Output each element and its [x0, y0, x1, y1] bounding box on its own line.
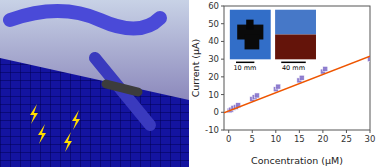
inset-photo: 10 mm — [230, 10, 271, 73]
x-tick-label: 10 — [270, 134, 281, 144]
y-tick-label: 60 — [208, 1, 219, 11]
y-tick-label: 20 — [208, 72, 219, 82]
schematic-surface — [0, 58, 189, 167]
scale-bar — [281, 62, 306, 64]
inset-photo: 40 mm — [275, 10, 316, 73]
y-tick-label: 10 — [208, 90, 219, 100]
schematic-bolt — [64, 132, 72, 152]
x-tick-label: 0 — [226, 134, 231, 144]
y-tick-label: 50 — [208, 19, 219, 29]
schematic-panel — [0, 0, 189, 167]
x-tick-label: 25 — [341, 134, 352, 144]
x-tick-label: 20 — [317, 134, 328, 144]
x-tick-label: 5 — [250, 134, 255, 144]
y-tick-label: 0 — [214, 107, 219, 117]
schematic-electrode — [106, 84, 138, 92]
y-axis-label: Current (μA) — [190, 39, 201, 98]
schematic-fiber — [10, 11, 160, 29]
inset-image — [275, 10, 316, 35]
schematic-fiber — [95, 58, 150, 125]
scale-label: 10 mm — [233, 64, 256, 72]
x-axis-label: Concentration (μM) — [251, 155, 343, 166]
fit-line — [224, 56, 370, 113]
plot-frame — [224, 6, 370, 130]
y-tick-label: 40 — [208, 36, 219, 46]
inset-image — [275, 35, 316, 60]
data-point — [276, 84, 281, 89]
schematic-bolt — [72, 110, 80, 130]
inset-image — [230, 10, 271, 60]
chart: 0 5 10 15 20 25 30 -10 0 10 20 30 40 50 60 Concentratio… — [190, 1, 375, 166]
figure: 0 5 10 15 20 25 30 -10 0 10 20 30 40 50 60 Concentratio… — [0, 0, 378, 167]
inset-device — [246, 20, 253, 30]
scale-bar — [236, 62, 254, 64]
schematic-background — [0, 0, 189, 167]
data-point — [254, 93, 259, 98]
x-tick-label: 15 — [294, 134, 305, 144]
x-tick-label: 30 — [365, 134, 376, 144]
schematic-bolt — [30, 104, 38, 124]
inset-device — [245, 35, 260, 50]
y-tick-label: 30 — [208, 54, 219, 64]
plot-area — [224, 56, 370, 113]
data-point — [323, 66, 328, 71]
data-point — [299, 75, 304, 80]
y-tick-label: -10 — [205, 125, 219, 135]
scale-label: 40 mm — [282, 64, 305, 72]
schematic-bolt — [38, 124, 46, 144]
